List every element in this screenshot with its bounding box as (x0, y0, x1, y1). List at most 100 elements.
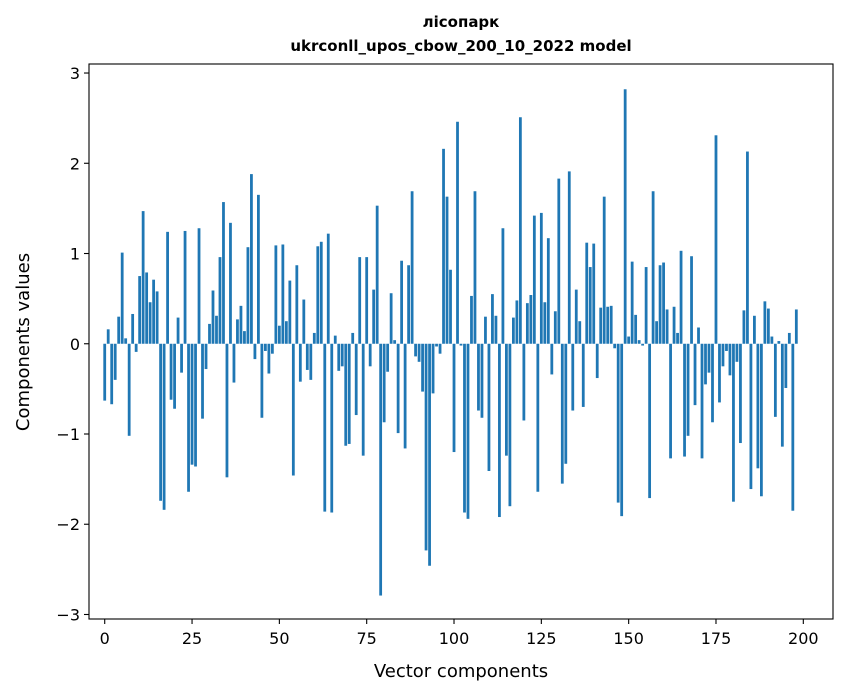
bar (491, 294, 494, 344)
bar (683, 343, 686, 457)
y-tick-label: −3 (56, 605, 80, 624)
bar (445, 196, 449, 344)
bar (438, 343, 442, 354)
bar (201, 343, 204, 419)
bar (578, 321, 582, 344)
bar (711, 343, 714, 423)
bar (260, 343, 264, 418)
bar (522, 343, 526, 421)
bar (176, 317, 180, 344)
bar-series (103, 89, 798, 596)
bar (463, 343, 466, 513)
bar (704, 343, 707, 385)
bar (295, 265, 299, 344)
bar (487, 343, 491, 471)
bar (676, 332, 679, 344)
bar (655, 321, 658, 344)
y-axis-ticks: −3 −2 −1 0 1 2 3 (56, 64, 89, 624)
bar (543, 302, 547, 344)
bar (323, 343, 327, 512)
bar (501, 228, 505, 344)
bar (159, 343, 162, 501)
bar (208, 323, 211, 344)
bar (644, 267, 648, 344)
bar (536, 343, 540, 492)
bar (180, 343, 183, 373)
bar (187, 343, 190, 492)
bar (386, 343, 390, 372)
bar (302, 299, 306, 344)
bar (218, 257, 222, 344)
bar (162, 343, 166, 510)
bar (791, 343, 795, 511)
bar (117, 316, 121, 344)
bar (742, 310, 746, 344)
bar (236, 319, 239, 344)
bar (574, 289, 578, 344)
y-tick-label: −1 (56, 425, 80, 444)
x-tick-label: 175 (701, 629, 732, 648)
bar (382, 343, 386, 423)
bar (641, 343, 645, 346)
bar (746, 151, 749, 344)
bar (274, 245, 278, 344)
bar (494, 315, 498, 344)
bar (264, 343, 267, 351)
x-tick-label: 200 (788, 629, 819, 648)
bar (588, 267, 592, 344)
bar (669, 343, 672, 459)
bar (417, 343, 421, 362)
bar (592, 243, 596, 344)
bar (155, 291, 159, 344)
bar (291, 343, 295, 476)
bar (431, 343, 435, 394)
bar (697, 327, 700, 344)
bar (232, 343, 236, 383)
bar (780, 343, 784, 447)
chart-title: лісопарк (423, 13, 500, 31)
bar (470, 295, 473, 344)
bar (606, 306, 610, 344)
bar (309, 343, 313, 380)
bar (648, 343, 652, 499)
bar (326, 233, 330, 344)
y-tick-label: 0 (70, 335, 80, 354)
bar (564, 343, 568, 464)
bar (435, 343, 438, 347)
bar (760, 343, 763, 497)
bar (421, 343, 424, 392)
bar (585, 242, 589, 344)
bar (253, 343, 257, 360)
y-tick-label: −2 (56, 515, 80, 534)
bar (250, 174, 253, 344)
bar (403, 343, 407, 449)
bar (106, 329, 110, 344)
bar (753, 315, 756, 344)
bar (518, 117, 522, 344)
bar (131, 313, 135, 344)
bar (365, 257, 369, 344)
x-tick-label: 50 (269, 629, 289, 648)
bar (616, 343, 620, 503)
bar (735, 343, 739, 362)
bar (277, 325, 281, 344)
bar (749, 343, 753, 490)
y-tick-label: 2 (70, 154, 80, 173)
bar (344, 343, 348, 446)
bar (211, 290, 215, 344)
bar (623, 89, 627, 344)
x-tick-label: 100 (439, 629, 470, 648)
bar (550, 343, 554, 375)
bar (414, 343, 417, 357)
bar (525, 303, 529, 344)
chart-subtitle: ukrconll_upos_cbow_200_10_2022 model (290, 37, 631, 55)
bar (784, 343, 788, 388)
bar (347, 343, 351, 444)
bar (662, 262, 665, 344)
bar (316, 246, 320, 344)
bar (459, 343, 463, 346)
bar (284, 321, 288, 344)
bar (595, 343, 599, 379)
bar (679, 250, 683, 344)
